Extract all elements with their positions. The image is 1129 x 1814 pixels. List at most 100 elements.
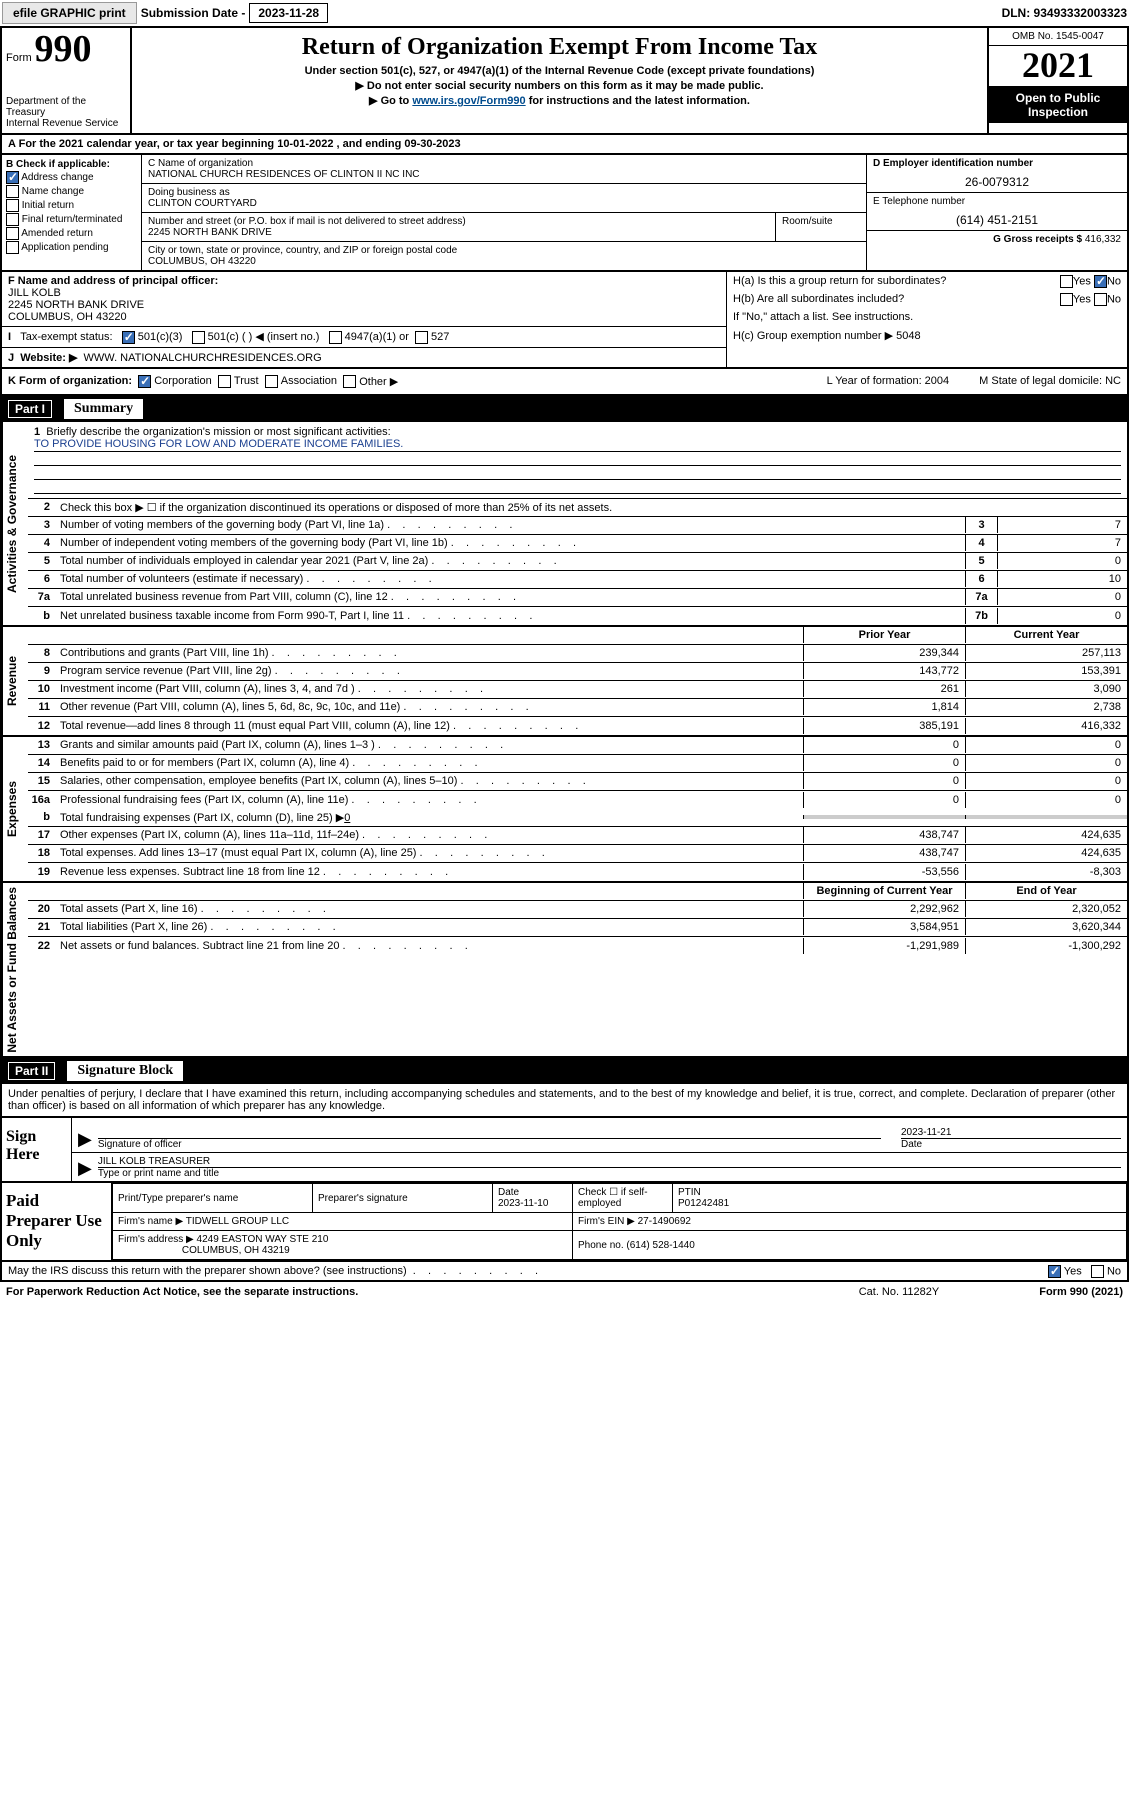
chk-amended[interactable]: Amended return <box>6 227 137 240</box>
discuss-no[interactable] <box>1091 1265 1104 1278</box>
f-label: F Name and address of principal officer: <box>8 275 218 287</box>
chk-address-change[interactable]: Address change <box>6 171 137 184</box>
chk-501c3[interactable] <box>122 331 135 344</box>
firm-phone: (614) 528-1440 <box>626 1240 694 1251</box>
side-expenses: Expenses <box>2 737 28 881</box>
c-addr-label: Number and street (or P.O. box if mail i… <box>148 216 769 227</box>
part-2-label: Part II <box>8 1062 55 1080</box>
prep-sig-h: Preparer's signature <box>313 1184 493 1213</box>
ha-label: H(a) Is this a group return for subordin… <box>733 275 946 287</box>
d-tel-label: E Telephone number <box>873 196 1121 207</box>
hb-no[interactable] <box>1094 293 1107 306</box>
arrow-icon: ▶ <box>78 1129 92 1150</box>
form-title: Return of Organization Exempt From Incom… <box>138 34 981 61</box>
f-name: JILL KOLB <box>8 287 61 299</box>
ha-yes[interactable] <box>1060 275 1073 288</box>
line-a-text: For the 2021 calendar year, or tax year … <box>19 138 461 150</box>
summary-expenses: Expenses 13Grants and similar amounts pa… <box>0 737 1129 883</box>
hb-label: H(b) Are all subordinates included? <box>733 293 904 305</box>
summary-row: 21Total liabilities (Part X, line 26)3,5… <box>28 919 1127 937</box>
q1: Briefly describe the organization's miss… <box>46 426 390 438</box>
part-1-title: Summary <box>64 399 143 419</box>
chk-other[interactable] <box>343 375 356 388</box>
hb-yes[interactable] <box>1060 293 1073 306</box>
chk-final-return[interactable]: Final return/terminated <box>6 213 137 226</box>
line-k: K Form of organization: Corporation Trus… <box>0 369 1129 396</box>
top-bar: efile GRAPHIC print Submission Date - 20… <box>0 0 1129 28</box>
chk-name-change[interactable]: Name change <box>6 185 137 198</box>
box-b-title: B Check if applicable: <box>6 159 137 170</box>
summary-net-assets: Net Assets or Fund Balances Beginning of… <box>0 883 1129 1059</box>
sig-date-label: Date <box>901 1138 1121 1150</box>
sig-date: 2023-11-21 <box>901 1127 1121 1138</box>
c-addr: 2245 NORTH BANK DRIVE <box>148 227 769 238</box>
k-label: K Form of organization: <box>8 375 132 387</box>
submission-date: 2023-11-28 <box>249 3 328 23</box>
part-1-label: Part I <box>8 400 52 418</box>
efile-button[interactable]: efile GRAPHIC print <box>2 2 137 24</box>
discuss-yes[interactable] <box>1048 1265 1061 1278</box>
col-beg: Beginning of Current Year <box>803 883 965 899</box>
form-subtitle-1: Under section 501(c), 527, or 4947(a)(1)… <box>138 65 981 77</box>
header-grid: B Check if applicable: Address change Na… <box>0 155 1129 272</box>
c-room-label: Room/suite <box>776 213 866 241</box>
prep-ptin: P01242481 <box>678 1198 729 1209</box>
summary-row: 5Total number of individuals employed in… <box>28 553 1127 571</box>
form-header: Form 990 Department of the Treasury Inte… <box>0 28 1129 135</box>
firm-ein: 27-1490692 <box>638 1216 691 1227</box>
chk-4947[interactable] <box>329 331 342 344</box>
summary-row: 7aTotal unrelated business revenue from … <box>28 589 1127 607</box>
cat-no: Cat. No. 11282Y <box>859 1286 940 1298</box>
arrow-icon: ▶ <box>78 1158 92 1179</box>
summary-row: 8Contributions and grants (Part VIII, li… <box>28 645 1127 663</box>
f-addr1: 2245 NORTH BANK DRIVE <box>8 299 144 311</box>
part-2-header: Part II Signature Block <box>0 1058 1129 1084</box>
l-year: L Year of formation: 2004 <box>827 375 950 387</box>
summary-row: bNet unrelated business taxable income f… <box>28 607 1127 625</box>
open-inspection: Open to Public Inspection <box>989 87 1127 123</box>
j-label: Website: ▶ <box>20 352 77 364</box>
side-revenue: Revenue <box>2 627 28 735</box>
col-prior: Prior Year <box>803 627 965 643</box>
form-subtitle-2: ▶ Do not enter social security numbers o… <box>138 79 981 92</box>
firm-name: TIDWELL GROUP LLC <box>186 1216 289 1227</box>
summary-row: 11Other revenue (Part VIII, column (A), … <box>28 699 1127 717</box>
submission-label: Submission Date - <box>141 6 246 20</box>
firm-addr1: 4249 EASTON WAY STE 210 <box>197 1234 329 1245</box>
part-2-title: Signature Block <box>67 1061 183 1081</box>
ha-no[interactable] <box>1094 275 1107 288</box>
chk-501c[interactable] <box>192 331 205 344</box>
c-name: NATIONAL CHURCH RESIDENCES OF CLINTON II… <box>148 169 860 180</box>
section-fgh: F Name and address of principal officer:… <box>0 272 1129 369</box>
irs-label: Internal Revenue Service <box>6 118 126 129</box>
chk-initial-return[interactable]: Initial return <box>6 199 137 212</box>
form-number: 990 <box>34 28 91 70</box>
chk-trust[interactable] <box>218 375 231 388</box>
prep-name-h: Print/Type preparer's name <box>113 1184 313 1213</box>
m-state: M State of legal domicile: NC <box>979 375 1121 387</box>
i-label: Tax-exempt status: <box>20 331 112 343</box>
col-curr: Current Year <box>965 627 1127 643</box>
summary-row: 9Program service revenue (Part VIII, lin… <box>28 663 1127 681</box>
prep-date: 2023-11-10 <box>498 1198 548 1209</box>
chk-assoc[interactable] <box>265 375 278 388</box>
summary-row: 3Number of voting members of the governi… <box>28 517 1127 535</box>
side-net: Net Assets or Fund Balances <box>2 883 28 1057</box>
c-dba-label: Doing business as <box>148 187 860 198</box>
summary-row: 4Number of independent voting members of… <box>28 535 1127 553</box>
dept-treasury: Department of the Treasury <box>6 96 126 118</box>
chk-application-pending[interactable]: Application pending <box>6 241 137 254</box>
d-gross: 416,332 <box>1085 234 1121 245</box>
sig-name-title: JILL KOLB TREASURER <box>98 1156 1121 1167</box>
summary-row: 20Total assets (Part X, line 16)2,292,96… <box>28 901 1127 919</box>
sig-intro: Under penalties of perjury, I declare th… <box>0 1084 1129 1118</box>
chk-corp[interactable] <box>138 375 151 388</box>
preparer-block: Paid Preparer Use Only Print/Type prepar… <box>0 1183 1129 1262</box>
d-ein: 26-0079312 <box>873 169 1121 189</box>
irs-link[interactable]: www.irs.gov/Form990 <box>412 95 525 107</box>
d-gross-label: G Gross receipts $ <box>993 234 1085 245</box>
summary-row: 10Investment income (Part VIII, column (… <box>28 681 1127 699</box>
d-tel: (614) 451-2151 <box>873 207 1121 227</box>
summary-row: 15Salaries, other compensation, employee… <box>28 773 1127 791</box>
chk-527[interactable] <box>415 331 428 344</box>
